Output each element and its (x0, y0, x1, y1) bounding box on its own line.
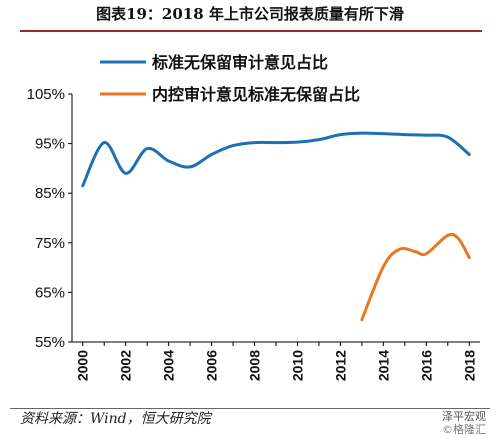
x-tick-label: 2004 (161, 350, 177, 381)
watermark: 泽平宏观 ©格隆汇 (442, 410, 486, 436)
legend-label: 内控审计意见标准无保留占比 (152, 85, 360, 104)
y-tick-label: 75% (35, 235, 65, 252)
y-tick-label: 95% (35, 136, 65, 153)
source-note: 资料来源：Wind，恒大研究院 (20, 411, 211, 427)
legend-label: 标准无保留审计意见占比 (151, 53, 328, 72)
x-tick-label: 2008 (247, 350, 263, 381)
footer-divider (10, 408, 490, 409)
x-tick-label: 2002 (118, 350, 134, 381)
x-tick-label: 2006 (204, 350, 220, 381)
series-line-1 (81, 131, 471, 188)
x-tick-label: 2018 (461, 350, 477, 381)
figure-title: 图表19：2018 年上市公司报表质量有所下滑 (96, 5, 404, 23)
x-tick-label: 2016 (418, 350, 434, 381)
y-tick-label: 55% (35, 334, 65, 351)
x-tick-label: 2000 (75, 350, 91, 381)
y-tick-label: 105% (27, 86, 65, 103)
x-tick-label: 2012 (332, 350, 348, 381)
x-tick-label: 2010 (289, 350, 305, 381)
series-line-2 (360, 232, 471, 322)
y-tick-label: 65% (35, 284, 65, 301)
title-divider (20, 30, 482, 32)
watermark-line-1: 泽平宏观 (442, 410, 486, 423)
x-tick-label: 2014 (375, 350, 391, 381)
watermark-line-2: ©格隆汇 (442, 423, 486, 436)
y-tick-label: 85% (35, 185, 65, 202)
